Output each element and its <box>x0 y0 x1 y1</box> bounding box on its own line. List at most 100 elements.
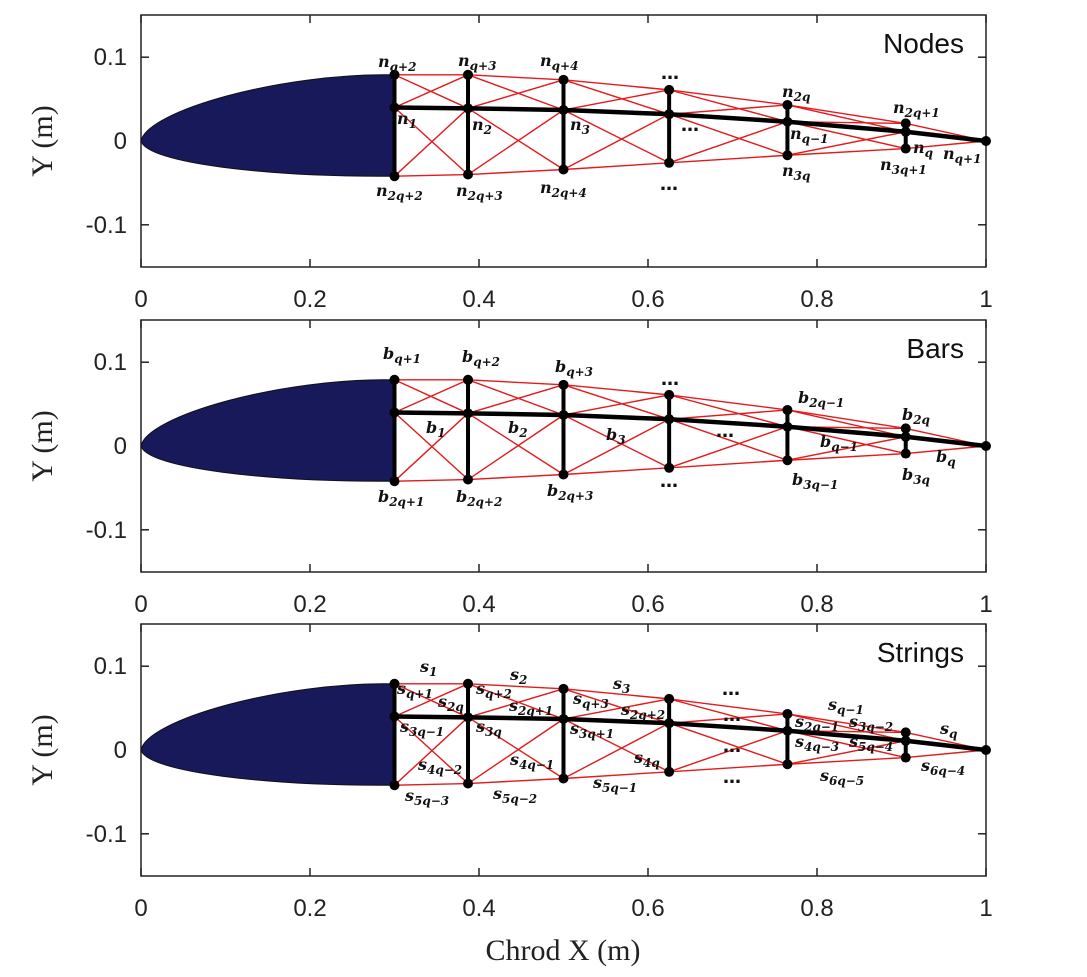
string-member <box>668 722 788 765</box>
panel-bars: 0 0.2 0.4 0.6 0.8 1 0.1 0 -0.1 Y (m) Bars <box>26 319 993 618</box>
ellipsis-mark: … <box>723 705 741 726</box>
string-member <box>563 384 670 420</box>
string-member <box>787 713 906 742</box>
strings <box>394 683 987 786</box>
ellipsis-mark: … <box>681 115 699 136</box>
string-member <box>668 121 788 164</box>
string-member <box>787 147 906 156</box>
node-marker <box>664 157 675 168</box>
node-marker <box>782 725 793 736</box>
string-member <box>669 409 788 420</box>
member-label: bq+2 <box>462 347 500 369</box>
member-label: s2 <box>509 665 527 687</box>
string-member <box>467 74 564 81</box>
string-member <box>669 698 788 715</box>
member-label: b2q+2 <box>456 487 502 509</box>
x-tick-label: 0.8 <box>800 591 833 618</box>
member-label: s2q+1 <box>508 696 553 718</box>
string-member <box>467 109 564 176</box>
bar-member <box>465 715 566 722</box>
y-tick-label: 0.1 <box>94 653 127 680</box>
y-axis-label: Y (m) <box>26 105 59 176</box>
string-member <box>467 716 564 780</box>
string-member <box>394 411 469 481</box>
node-marker <box>389 102 400 113</box>
member-label: s4q−2 <box>417 755 462 777</box>
ellipsis-mark: … <box>661 63 679 84</box>
string-member <box>905 140 987 150</box>
string-member <box>905 749 987 759</box>
node-marker <box>782 708 793 719</box>
member-label: sq+1 <box>396 679 433 701</box>
node-marker <box>463 169 474 180</box>
node-marker <box>463 778 474 789</box>
x-tick-label: 0 <box>134 591 147 618</box>
member-label: bq <box>936 447 956 469</box>
string-member <box>905 445 987 455</box>
bar-member <box>392 714 471 720</box>
y-tick-label: 0 <box>114 737 127 764</box>
node-marker <box>389 476 400 487</box>
string-member <box>787 121 906 150</box>
member-label: n2q+2 <box>376 181 423 203</box>
bar-member <box>465 106 566 113</box>
bar-member <box>561 412 672 422</box>
node-marker <box>981 136 991 146</box>
member-label: bq+1 <box>383 344 421 366</box>
member-label: s3q+1 <box>569 719 614 741</box>
airfoil-leading-edge <box>140 683 395 786</box>
string-member <box>467 473 564 481</box>
node-marker <box>463 408 474 419</box>
x-tick-label: 0 <box>134 895 147 922</box>
string-member <box>563 698 670 720</box>
node-marker <box>463 103 474 114</box>
member-label: s6q−4 <box>920 756 965 778</box>
member-label: n1 <box>397 109 417 131</box>
member-label: s5q−3 <box>404 786 449 808</box>
string-member <box>394 106 469 176</box>
string-member <box>394 715 469 785</box>
member-label: b3q−1 <box>792 470 838 492</box>
string-member <box>563 394 670 416</box>
node-marker <box>389 678 400 689</box>
member-label: nq+2 <box>378 52 416 74</box>
node-marker <box>782 150 793 161</box>
member-label: bq+3 <box>555 357 593 379</box>
string-member <box>669 154 788 164</box>
ellipsis-mark: … <box>661 369 679 390</box>
string-member <box>669 394 788 411</box>
string-member <box>467 384 564 414</box>
bar-member <box>666 720 790 733</box>
ellipsis-mark: … <box>723 736 741 757</box>
ellipsis-mark: … <box>722 679 740 700</box>
panel-title: Bars <box>906 333 964 364</box>
member-label: b2q+1 <box>378 487 424 509</box>
node-marker <box>782 116 793 127</box>
node-marker <box>558 104 569 115</box>
member-label: b1 <box>426 418 446 440</box>
member-label: sq−1 <box>827 695 864 717</box>
node-marker <box>558 713 569 724</box>
x-tick-label: 0.4 <box>462 591 495 618</box>
string-member <box>394 782 469 786</box>
x-tick-label: 0.8 <box>800 895 833 922</box>
node-marker <box>463 678 474 689</box>
panel-title: Strings <box>877 637 964 668</box>
string-member <box>467 683 564 690</box>
bar-member <box>903 434 989 449</box>
string-member <box>563 414 670 469</box>
x-tick-label: 0.2 <box>293 286 326 313</box>
panel-nodes: 0 0.2 0.4 0.6 0.8 1 0.1 0 -0.1 Y (m) Nodes <box>26 14 993 313</box>
panel-strings: 0 0.2 0.4 0.6 0.8 1 0.1 0 -0.1 Y (m) Strings <box>26 623 993 922</box>
string-member <box>563 89 670 111</box>
string-member <box>669 89 788 106</box>
string-member <box>467 718 564 785</box>
airfoil-leading-edge <box>140 379 395 482</box>
nodes <box>389 69 991 182</box>
ellipsis-mark: … <box>723 767 741 788</box>
y-tick-label: -0.1 <box>86 212 127 239</box>
string-member <box>563 688 670 700</box>
string-member <box>668 426 788 469</box>
ellipsis-marks: ………………………… <box>660 63 741 788</box>
string-member <box>467 379 564 416</box>
